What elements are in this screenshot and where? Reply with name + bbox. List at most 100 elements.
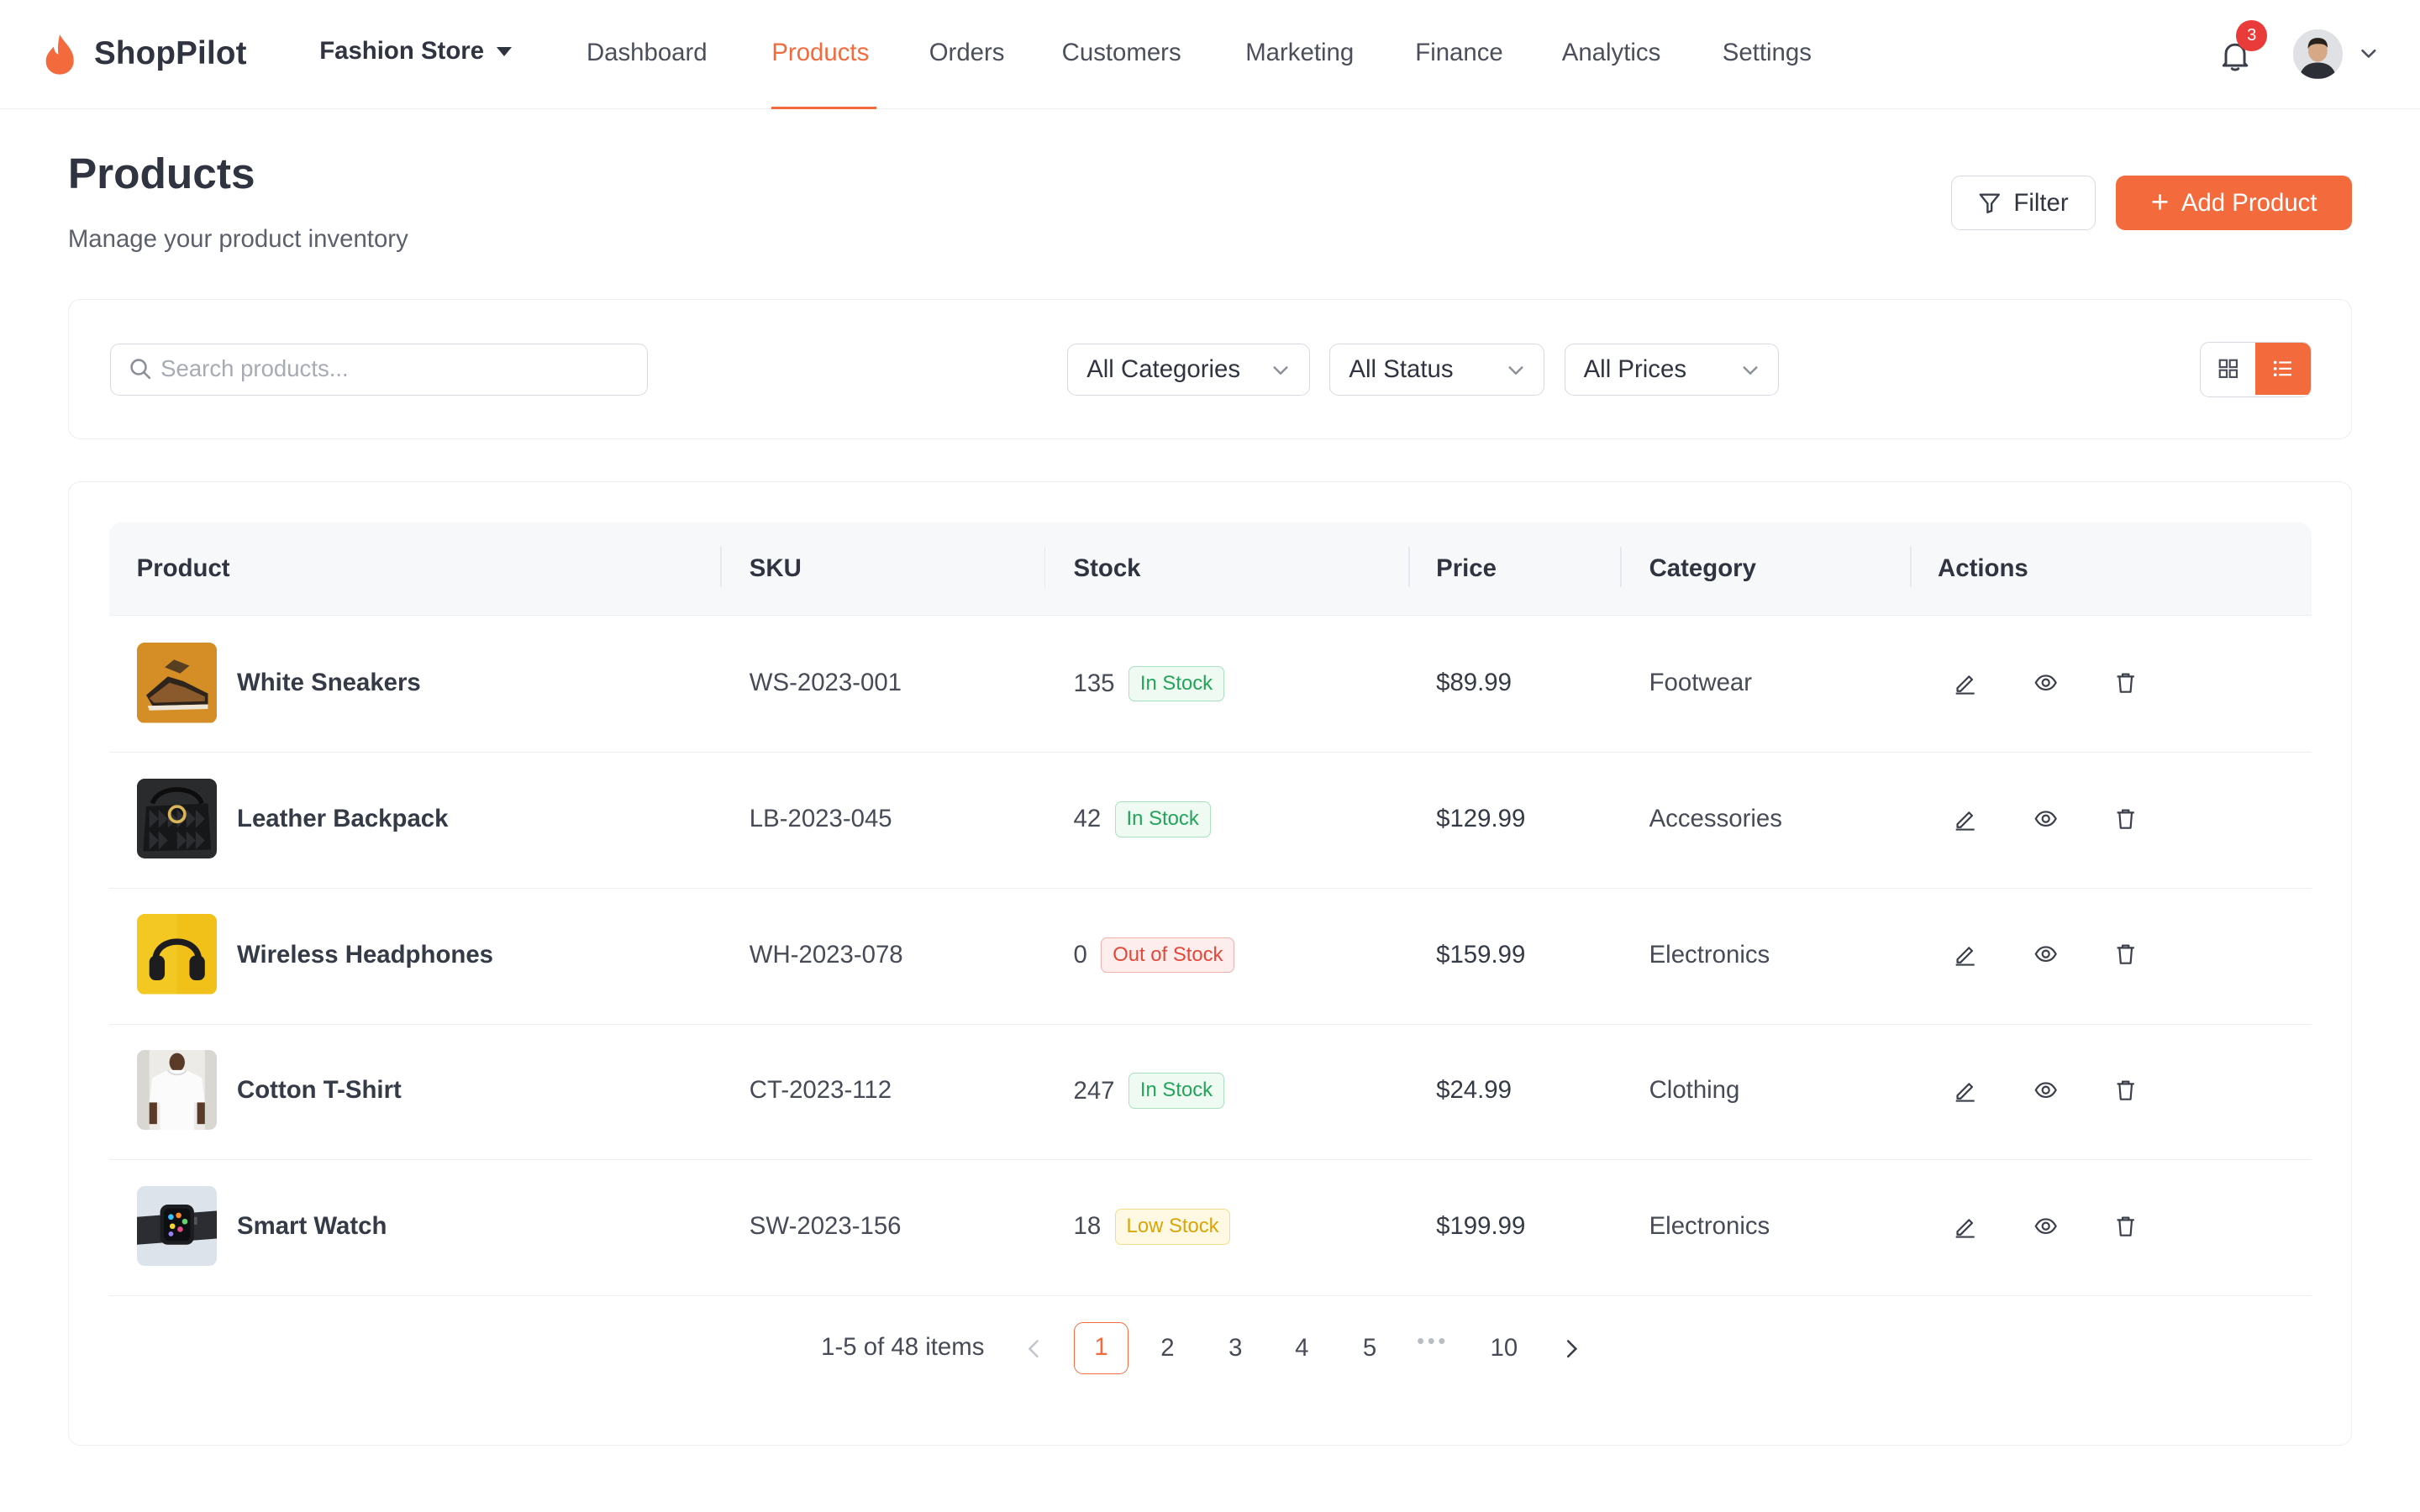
product-sku: SW-2023-156 xyxy=(749,1211,902,1240)
column-divider xyxy=(1909,547,1912,587)
table-row[interactable]: Leather Backpack LB-2023-045 42 In Stock… xyxy=(108,752,2312,890)
table-header: Product SKU Stock Price Category Actions xyxy=(108,522,2312,616)
page-button-4[interactable]: 4 xyxy=(1295,1334,1309,1362)
edit-icon[interactable] xyxy=(1953,670,1977,695)
status-badge: Out of Stock xyxy=(1101,937,1235,974)
stock-count: 42 xyxy=(1073,805,1102,833)
product-price: $24.99 xyxy=(1436,1076,1512,1105)
stock-count: 18 xyxy=(1073,1212,1102,1241)
column-header-price[interactable]: Price xyxy=(1436,554,1497,583)
brand-name: ShopPilot xyxy=(94,35,247,72)
column-header-product[interactable]: Product xyxy=(136,554,230,583)
page-button-3[interactable]: 3 xyxy=(1228,1334,1243,1362)
trash-icon[interactable] xyxy=(2113,942,2138,966)
trash-icon[interactable] xyxy=(2113,1078,2138,1102)
chevron-right-icon[interactable] xyxy=(1560,1336,1582,1361)
product-name[interactable]: Wireless Headphones xyxy=(237,940,494,969)
page-button-1[interactable]: 1 xyxy=(1074,1322,1128,1375)
product-price: $199.99 xyxy=(1436,1211,1526,1240)
tshirt-image-icon xyxy=(136,1049,218,1131)
view-toggle xyxy=(2200,341,2312,397)
category-dropdown[interactable]: All Categories xyxy=(1067,343,1310,396)
product-category: Clothing xyxy=(1649,1076,1740,1105)
user-avatar-icon xyxy=(2293,29,2344,79)
table-row[interactable]: Smart Watch SW-2023-156 18 Low Stock $19… xyxy=(108,1159,2312,1296)
view-eye-icon[interactable] xyxy=(2033,1078,2058,1102)
nav-marketing[interactable]: Marketing xyxy=(1245,38,1355,66)
chevron-down-icon[interactable] xyxy=(2358,43,2380,65)
status-badge: In Stock xyxy=(1114,801,1211,837)
bell-icon[interactable] xyxy=(2217,37,2254,74)
add-product-button[interactable]: + Add Product xyxy=(2116,176,2353,230)
table-row[interactable]: Wireless Headphones WH-2023-078 0 Out of… xyxy=(108,888,2312,1025)
nav-finance[interactable]: Finance xyxy=(1415,38,1503,66)
product-thumbnail-smartwatch xyxy=(136,1185,218,1267)
edit-icon[interactable] xyxy=(1953,942,1977,967)
nav-orders[interactable]: Orders xyxy=(929,38,1005,66)
status-badge: In Stock xyxy=(1128,1073,1224,1109)
nav-dashboard[interactable]: Dashboard xyxy=(586,38,708,66)
filter-button[interactable]: Filter xyxy=(1950,176,2096,230)
edit-icon[interactable] xyxy=(1953,1214,1977,1238)
trash-icon[interactable] xyxy=(2113,670,2138,695)
view-eye-icon[interactable] xyxy=(2033,1214,2058,1238)
column-divider xyxy=(1619,547,1622,587)
view-eye-icon[interactable] xyxy=(2033,670,2058,695)
product-price: $89.99 xyxy=(1436,669,1512,697)
product-name[interactable]: Cotton T-Shirt xyxy=(237,1076,402,1105)
page-button-last[interactable]: 10 xyxy=(1490,1334,1518,1362)
column-divider xyxy=(719,547,722,587)
page-subtitle: Manage your product inventory xyxy=(67,225,408,254)
product-category: Footwear xyxy=(1649,669,1753,697)
stock-count: 135 xyxy=(1073,669,1115,697)
edit-icon[interactable] xyxy=(1953,1078,1977,1102)
product-stock: 18 Low Stock xyxy=(1073,1209,1231,1245)
pagination-summary: 1-5 of 48 items xyxy=(821,1332,985,1361)
flame-logo-icon xyxy=(46,34,75,75)
brand[interactable]: ShopPilot xyxy=(43,31,246,77)
product-sku: CT-2023-112 xyxy=(749,1076,892,1105)
trash-icon[interactable] xyxy=(2113,806,2138,831)
view-eye-icon[interactable] xyxy=(2033,806,2058,831)
product-name[interactable]: Smart Watch xyxy=(237,1211,387,1240)
column-header-sku[interactable]: SKU xyxy=(749,554,802,583)
product-price: $129.99 xyxy=(1436,804,1526,832)
product-stock: 42 In Stock xyxy=(1074,801,1211,837)
table-row[interactable]: White Sneakers WS-2023-001 135 In Stock … xyxy=(108,617,2312,753)
nav-settings[interactable]: Settings xyxy=(1722,38,1812,66)
nav-active-indicator xyxy=(771,106,877,110)
column-divider xyxy=(1044,547,1046,587)
chevron-left-icon[interactable] xyxy=(1023,1336,1045,1361)
chevron-down-icon xyxy=(1508,366,1523,375)
column-header-category[interactable]: Category xyxy=(1649,554,1756,583)
nav-products[interactable]: Products xyxy=(771,38,870,66)
list-view-button[interactable] xyxy=(2255,342,2311,396)
product-name[interactable]: Leather Backpack xyxy=(237,804,449,832)
grid-view-button[interactable] xyxy=(2201,343,2255,395)
filter-button-label: Filter xyxy=(2013,188,2069,217)
view-eye-icon[interactable] xyxy=(2033,942,2058,966)
status-dropdown[interactable]: All Status xyxy=(1329,343,1544,396)
nav-analytics[interactable]: Analytics xyxy=(1561,38,1661,66)
search-box xyxy=(110,343,648,396)
page-button-2[interactable]: 2 xyxy=(1160,1334,1175,1362)
caret-down-icon xyxy=(496,46,512,56)
sneaker-image-icon xyxy=(136,643,218,723)
category-dropdown-value: All Categories xyxy=(1086,354,1241,383)
trash-icon[interactable] xyxy=(2113,1214,2138,1238)
edit-icon[interactable] xyxy=(1953,806,1977,831)
page-button-5[interactable]: 5 xyxy=(1362,1334,1377,1362)
table-row[interactable]: Cotton T-Shirt CT-2023-112 247 In Stock … xyxy=(108,1024,2312,1161)
search-input[interactable] xyxy=(160,344,624,394)
product-name[interactable]: White Sneakers xyxy=(237,669,421,697)
product-sku: WH-2023-078 xyxy=(749,940,903,969)
column-header-stock[interactable]: Stock xyxy=(1073,554,1141,583)
pagination-ellipsis[interactable]: ••• xyxy=(1417,1330,1449,1354)
product-sku: LB-2023-045 xyxy=(749,804,892,832)
product-thumbnail-backpack xyxy=(136,778,218,859)
price-dropdown[interactable]: All Prices xyxy=(1564,343,1779,396)
store-selector[interactable]: Fashion Store xyxy=(319,37,512,66)
price-dropdown-value: All Prices xyxy=(1583,354,1687,383)
avatar[interactable] xyxy=(2293,29,2344,79)
nav-customers[interactable]: Customers xyxy=(1061,38,1181,66)
